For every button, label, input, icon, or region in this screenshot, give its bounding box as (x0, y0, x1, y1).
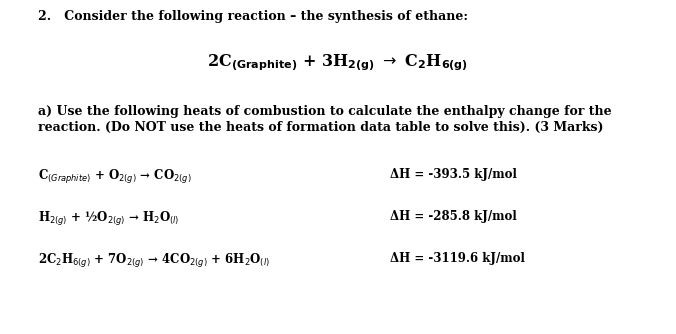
Text: ΔH = -393.5 kJ/mol: ΔH = -393.5 kJ/mol (390, 168, 517, 181)
Text: C$_{(Graphite)}$ + O$_{2(g)}$ → CO$_{2(g)}$: C$_{(Graphite)}$ + O$_{2(g)}$ → CO$_{2(g… (38, 168, 191, 186)
Text: H$_{2(g)}$ + ½O$_{2(g)}$ → H$_2$O$_{(l)}$: H$_{2(g)}$ + ½O$_{2(g)}$ → H$_2$O$_{(l)}… (38, 210, 180, 228)
Text: reaction. (Do NOT use the heats of formation data table to solve this). (3 Marks: reaction. (Do NOT use the heats of forma… (38, 121, 604, 134)
Text: 2.   Consider the following reaction – the synthesis of ethane:: 2. Consider the following reaction – the… (38, 10, 468, 23)
Text: 2C$_2$H$_{6(g)}$ + 7O$_{2(g)}$ → 4CO$_{2(g)}$ + 6H$_2$O$_{(l)}$: 2C$_2$H$_{6(g)}$ + 7O$_{2(g)}$ → 4CO$_{2… (38, 252, 270, 270)
Text: ΔH = -3119.6 kJ/mol: ΔH = -3119.6 kJ/mol (390, 252, 525, 265)
Text: ΔH = -285.8 kJ/mol: ΔH = -285.8 kJ/mol (390, 210, 516, 223)
Text: a) Use the following heats of combustion to calculate the enthalpy change for th: a) Use the following heats of combustion… (38, 105, 612, 118)
Text: 2C$_{\mathbf{(Graphite)}}$ + 3H$_{\mathbf{2(g)}}$ $\rightarrow$ C$_{\mathbf{2}}$: 2C$_{\mathbf{(Graphite)}}$ + 3H$_{\mathb… (208, 52, 468, 72)
